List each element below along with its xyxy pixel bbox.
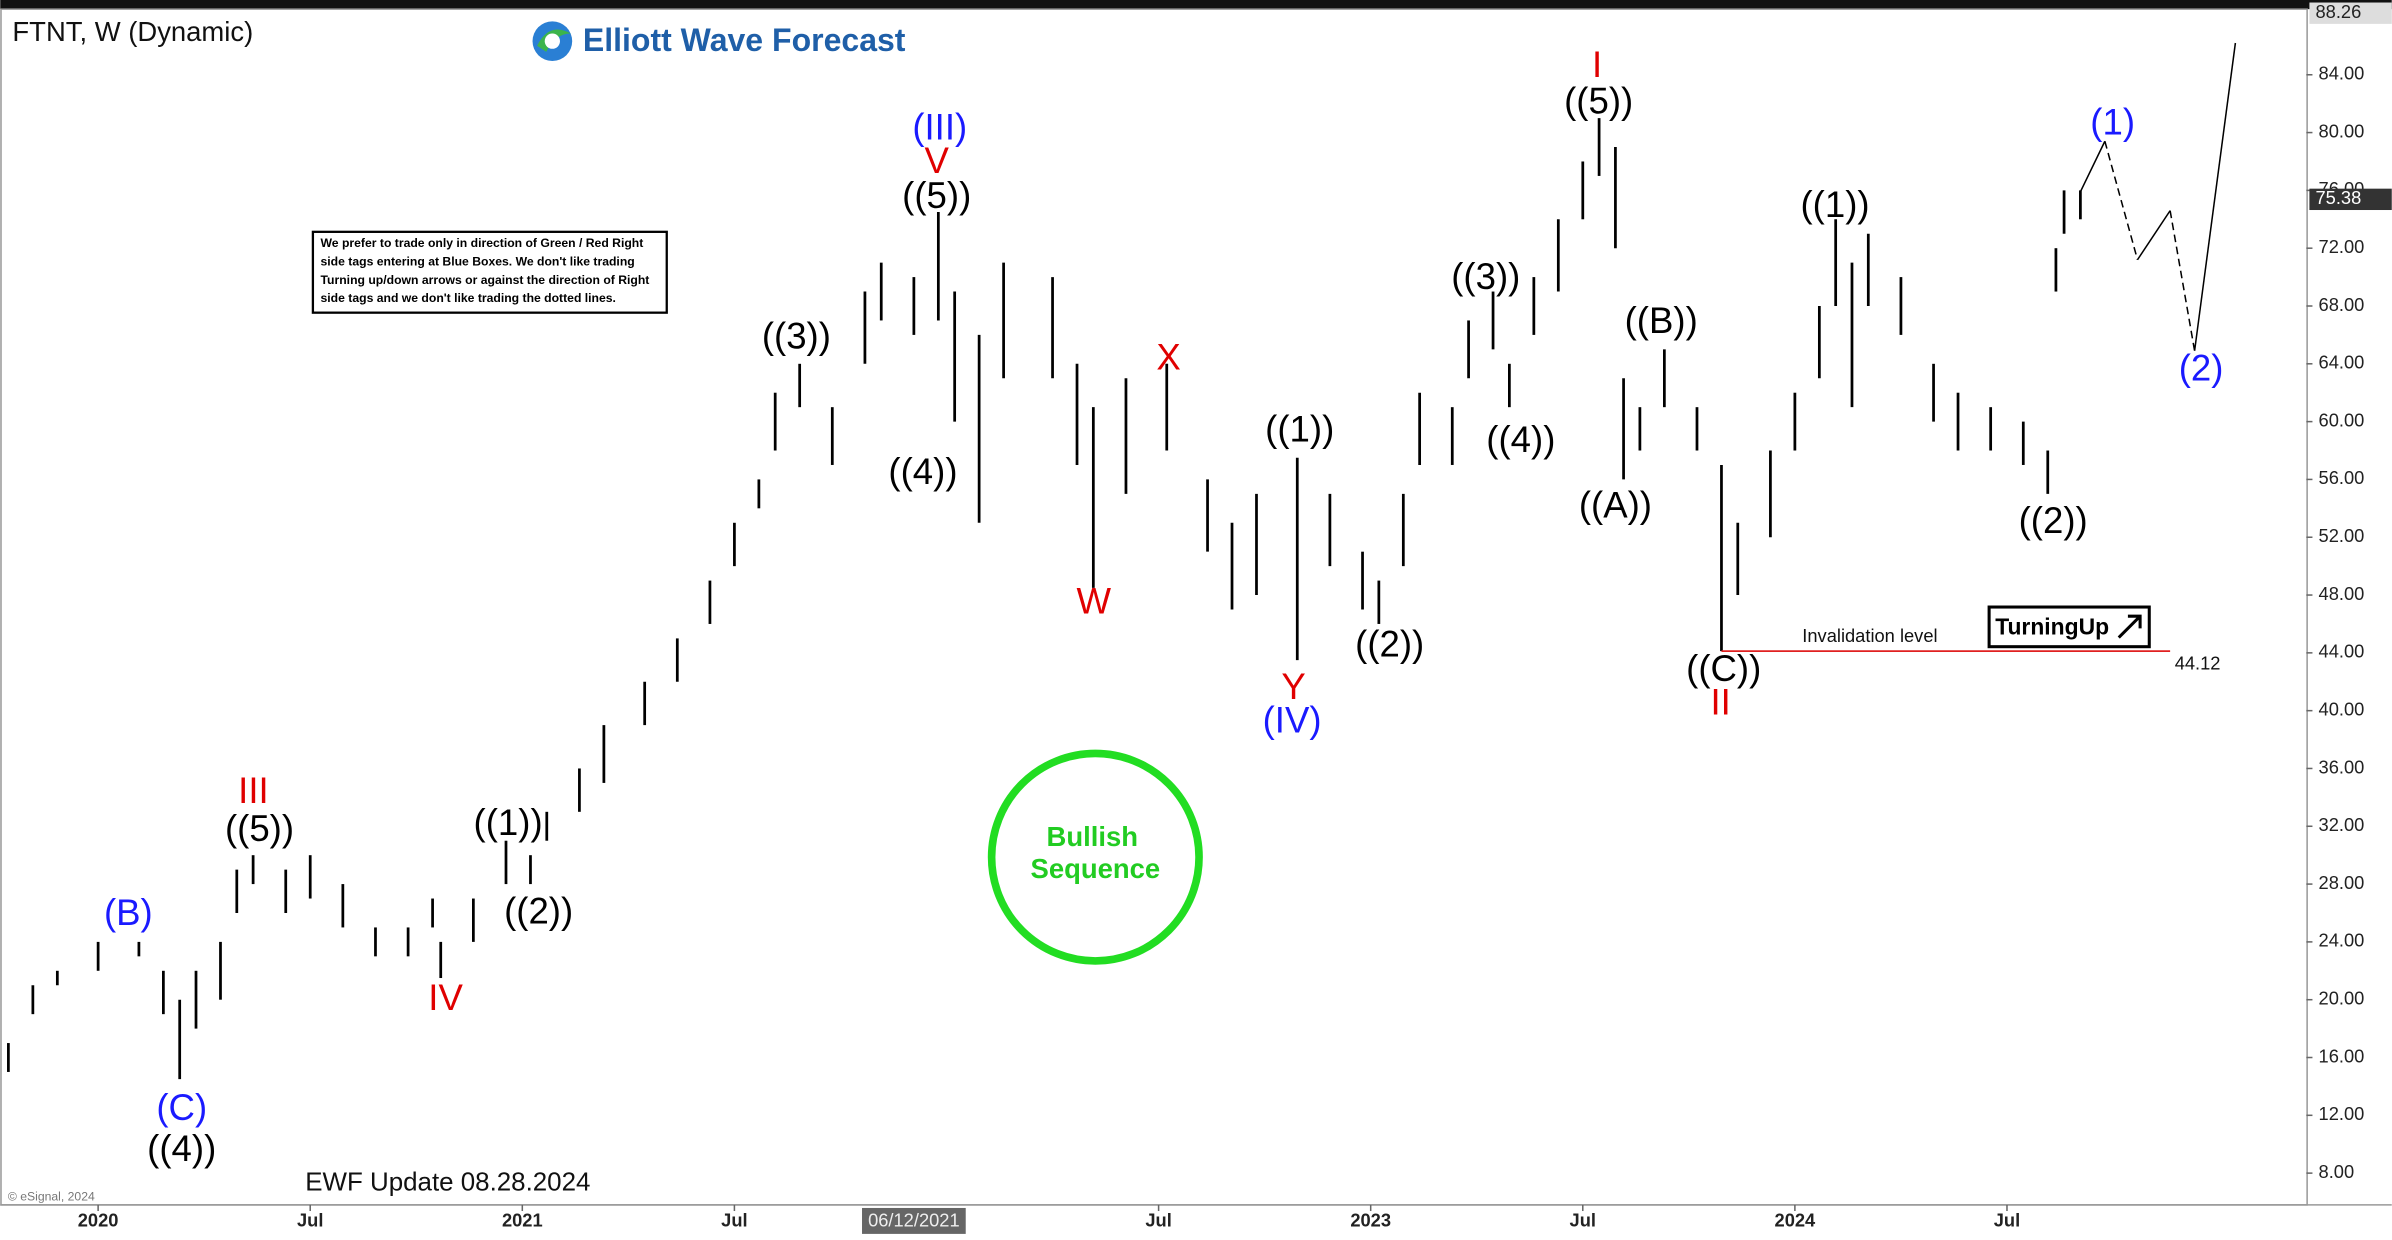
note-line: Turning up/down arrows or against the di…	[321, 273, 650, 287]
y-tick-label: 64.00	[2319, 352, 2365, 373]
y-tick-label: 52.00	[2319, 525, 2365, 546]
x-tick-label: Jul	[1570, 1210, 1596, 1231]
wave-label: ((1))	[1801, 184, 1870, 225]
logo: Elliott Wave Forecast	[532, 21, 906, 62]
logo-core	[544, 33, 560, 49]
y-tick-label: 68.00	[2319, 294, 2365, 315]
wave-label: (1)	[2090, 102, 2135, 143]
note-line: side tags and we don't like trading the …	[321, 291, 616, 305]
badge-text: Bullish	[1047, 821, 1138, 852]
y-tick-label: 36.00	[2319, 756, 2365, 777]
wave-label: III	[238, 770, 269, 811]
signal-badge: TurningUp	[1987, 605, 2151, 649]
x-tick-label: Jul	[297, 1210, 323, 1231]
wave-label: ((5))	[225, 808, 294, 849]
wave-label: (III)	[912, 106, 967, 147]
invalidation-label: Invalidation level	[1802, 625, 1937, 646]
badge-circle	[987, 749, 1203, 965]
wave-label: Y	[1281, 666, 1305, 707]
wave-label: ((2))	[2019, 500, 2088, 541]
projection-segment	[2104, 141, 2139, 260]
wave-label: ((1))	[1265, 408, 1334, 449]
y-tick-label: 84.00	[2319, 63, 2365, 84]
note-line: side tags entering at Blue Boxes. We don…	[321, 255, 635, 269]
wave-label: ((5))	[902, 175, 971, 216]
y-tick-label: 16.00	[2319, 1045, 2365, 1066]
wave-label: ((3))	[762, 315, 831, 356]
y-tick-label: 80.00	[2319, 120, 2365, 141]
y-tick-label: 8.00	[2319, 1161, 2355, 1182]
wave-label: ((5))	[1564, 80, 1633, 121]
note-frame	[311, 230, 668, 314]
update-text: EWF Update 08.28.2024	[305, 1168, 590, 1196]
badge-text: Sequence	[1031, 853, 1161, 884]
x-tick-label: 2020	[78, 1210, 119, 1231]
x-tick-label: 2024	[1775, 1210, 1817, 1231]
wave-label: ((2))	[1355, 623, 1424, 664]
x-tick-label: Jul	[1145, 1210, 1171, 1231]
wave-label: X	[1156, 337, 1180, 378]
top-bar	[0, 0, 2392, 10]
invalidation-value: 44.12	[2175, 653, 2221, 674]
wave-label: ((A))	[1579, 485, 1652, 526]
y-tick-label: 20.00	[2319, 988, 2365, 1009]
note-line: We prefer to trade only in direction of …	[321, 236, 644, 250]
wave-label: ((C))	[1686, 648, 1761, 689]
projection-segment	[2136, 210, 2171, 261]
bullish-badge: Bullish Sequence	[987, 749, 1203, 965]
y-tick-label: 56.00	[2319, 467, 2365, 488]
wave-label: (2)	[2179, 347, 2224, 388]
brand: Elliott Wave Forecast	[583, 22, 906, 58]
wave-label: (B)	[104, 892, 153, 933]
x-tick-label: 2021	[502, 1210, 543, 1231]
cursor-label: 06/12/2021	[868, 1210, 960, 1231]
signal-text: TurningUp	[1995, 613, 2109, 639]
price-marker-box	[2309, 2, 2392, 24]
y-tick-label: 12.00	[2319, 1103, 2365, 1124]
wave-label: ((2))	[504, 890, 573, 931]
note-box: We prefer to trade only in direction of …	[311, 230, 668, 314]
y-tick-label: 72.00	[2319, 236, 2365, 257]
y-tick-label: 40.00	[2319, 698, 2365, 719]
chart-title: FTNT, W (Dynamic)	[12, 16, 253, 47]
y-tick-label: 48.00	[2319, 583, 2365, 604]
wave-label: I	[1592, 44, 1602, 85]
wave-label: ((4))	[147, 1128, 216, 1169]
x-tick-label: Jul	[721, 1210, 747, 1231]
y-tick-label: 44.00	[2319, 641, 2365, 662]
y-tick-label: 60.00	[2319, 409, 2365, 430]
price-marker-box	[2309, 188, 2392, 211]
wave-label: ((1))	[474, 802, 543, 843]
cursor-box	[862, 1207, 966, 1234]
wave-label: IV	[428, 977, 463, 1018]
wave-label: ((3))	[1451, 256, 1520, 297]
signal-arrow	[2117, 614, 2142, 639]
price-marker-label: 75.38	[2316, 187, 2362, 208]
wave-label: (IV)	[1263, 700, 1322, 741]
x-tick-label: Jul	[1994, 1210, 2020, 1231]
wave-label: ((B))	[1625, 300, 1698, 341]
projection-segment	[2193, 42, 2237, 351]
y-tick-label: 24.00	[2319, 930, 2365, 951]
wave-label: W	[1077, 581, 1112, 622]
y-tick-label: 32.00	[2319, 814, 2365, 835]
projection-segment	[2079, 140, 2106, 193]
price-marker-label: 88.26	[2316, 1, 2362, 22]
signal-frame	[1987, 605, 2151, 649]
source-text: © eSignal, 2024	[8, 1190, 95, 1204]
y-tick-label: 28.00	[2319, 872, 2365, 893]
wave-label: V	[925, 140, 950, 181]
wave-label: (C)	[156, 1087, 207, 1128]
wave-label: ((4))	[888, 451, 957, 492]
wave-label: II	[1711, 681, 1731, 722]
x-tick-label: 2023	[1350, 1210, 1391, 1231]
wave-label: ((4))	[1486, 419, 1555, 460]
